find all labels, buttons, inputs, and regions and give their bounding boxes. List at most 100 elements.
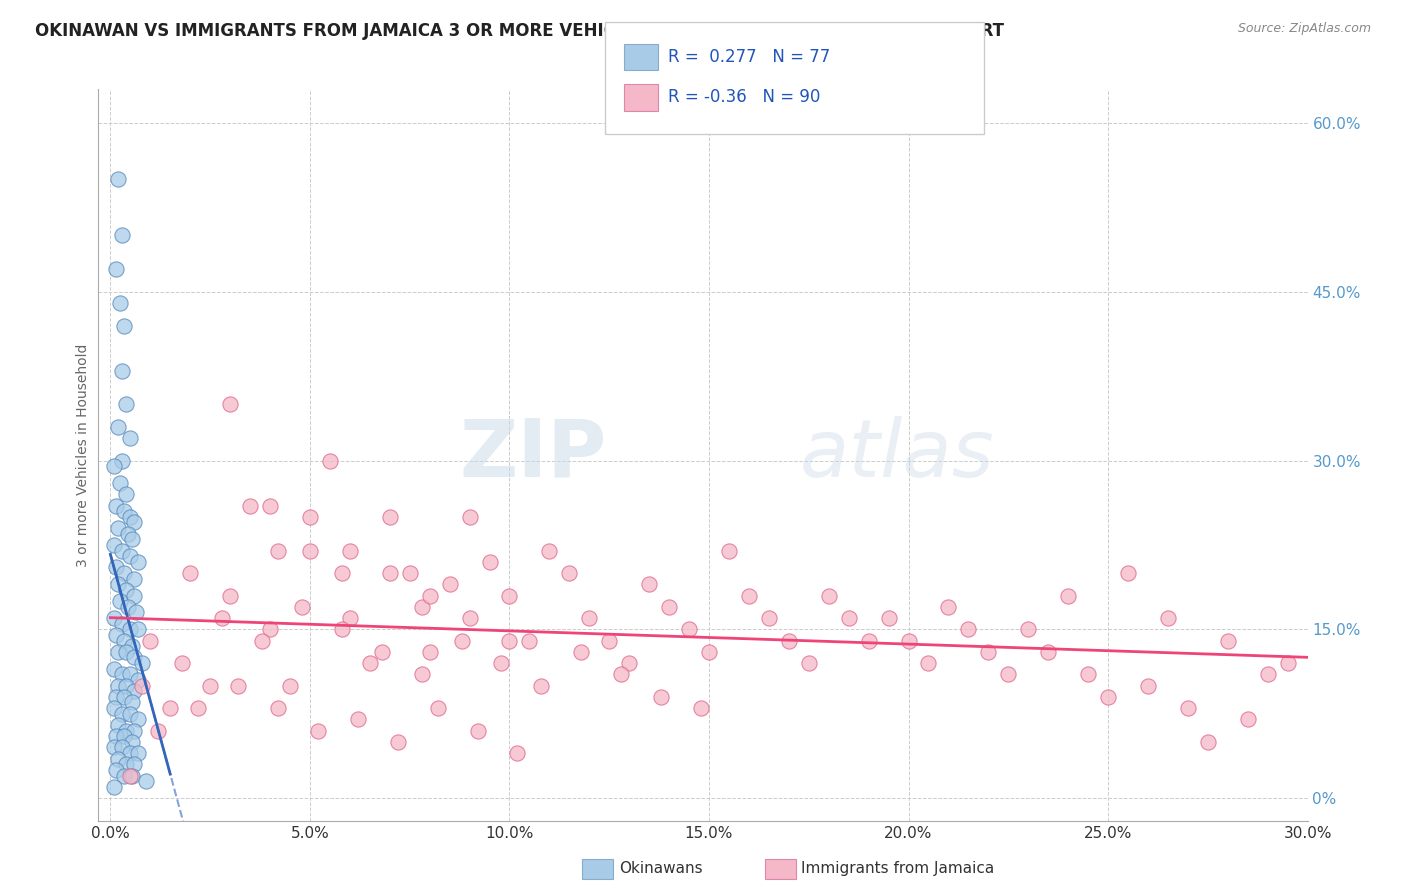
Point	[419, 589, 441, 603]
Point	[121, 735, 143, 749]
Point	[346, 712, 368, 726]
Point	[107, 645, 129, 659]
Point	[115, 487, 138, 501]
Point	[124, 757, 146, 772]
Point	[112, 504, 135, 518]
Point	[103, 611, 125, 625]
Point	[115, 757, 138, 772]
Point	[1157, 611, 1180, 625]
Point	[115, 645, 138, 659]
Point	[1017, 623, 1039, 637]
Point	[398, 566, 420, 580]
Point	[179, 566, 201, 580]
Point	[439, 577, 461, 591]
Point	[103, 538, 125, 552]
Point	[139, 633, 162, 648]
Point	[105, 690, 128, 704]
Point	[127, 712, 149, 726]
Point	[111, 363, 134, 377]
Point	[638, 577, 661, 591]
Point	[107, 752, 129, 766]
Point	[658, 599, 681, 614]
Point	[115, 679, 138, 693]
Point	[125, 606, 148, 620]
Point	[121, 769, 143, 783]
Point	[111, 740, 134, 755]
Point	[1216, 633, 1239, 648]
Point	[458, 611, 481, 625]
Point	[267, 543, 290, 558]
Point	[467, 723, 489, 738]
Point	[111, 228, 134, 243]
Point	[105, 560, 128, 574]
Point	[105, 262, 128, 277]
Point	[298, 509, 321, 524]
Point	[124, 589, 146, 603]
Point	[105, 628, 128, 642]
Point	[124, 723, 146, 738]
Point	[1116, 566, 1139, 580]
Point	[111, 616, 134, 631]
Point	[107, 679, 129, 693]
Point	[717, 543, 740, 558]
Point	[498, 633, 520, 648]
Point	[111, 543, 134, 558]
Point	[124, 650, 146, 665]
Point	[450, 633, 472, 648]
Point	[997, 667, 1019, 681]
Point	[558, 566, 581, 580]
Point	[124, 684, 146, 698]
Point	[917, 656, 939, 670]
Point	[858, 633, 880, 648]
Point	[112, 318, 135, 333]
Point	[112, 769, 135, 783]
Point	[330, 623, 353, 637]
Point	[121, 639, 143, 653]
Point	[135, 774, 157, 789]
Point	[319, 453, 342, 467]
Point	[219, 397, 242, 411]
Point	[127, 555, 149, 569]
Point	[172, 656, 194, 670]
Point	[120, 769, 142, 783]
Point	[610, 667, 633, 681]
Text: atlas: atlas	[800, 416, 994, 494]
Point	[120, 623, 142, 637]
Point	[219, 589, 242, 603]
Point	[124, 572, 146, 586]
Point	[250, 633, 273, 648]
Point	[1197, 735, 1219, 749]
Point	[387, 735, 409, 749]
Point	[267, 701, 290, 715]
Point	[1257, 667, 1279, 681]
Point	[107, 419, 129, 434]
Point	[650, 690, 672, 704]
Point	[115, 723, 138, 738]
Point	[107, 521, 129, 535]
Point	[111, 667, 134, 681]
Point	[111, 453, 134, 467]
Point	[131, 679, 153, 693]
Point	[411, 667, 433, 681]
Point	[120, 509, 142, 524]
Point	[697, 645, 720, 659]
Point	[127, 673, 149, 687]
Point	[148, 723, 170, 738]
Point	[112, 566, 135, 580]
Point	[120, 549, 142, 564]
Point	[131, 656, 153, 670]
Point	[458, 509, 481, 524]
Point	[1177, 701, 1199, 715]
Point	[112, 633, 135, 648]
Point	[307, 723, 329, 738]
Point	[120, 667, 142, 681]
Point	[1277, 656, 1299, 670]
Point	[339, 543, 361, 558]
Point	[678, 623, 700, 637]
Point	[105, 729, 128, 743]
Point	[107, 577, 129, 591]
Point	[1057, 589, 1080, 603]
Point	[538, 543, 561, 558]
Point	[239, 499, 262, 513]
Point	[1136, 679, 1159, 693]
